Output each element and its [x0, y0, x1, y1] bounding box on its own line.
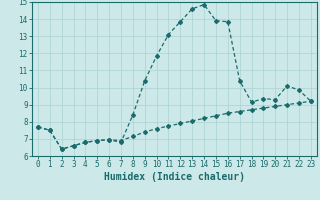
- X-axis label: Humidex (Indice chaleur): Humidex (Indice chaleur): [104, 172, 245, 182]
